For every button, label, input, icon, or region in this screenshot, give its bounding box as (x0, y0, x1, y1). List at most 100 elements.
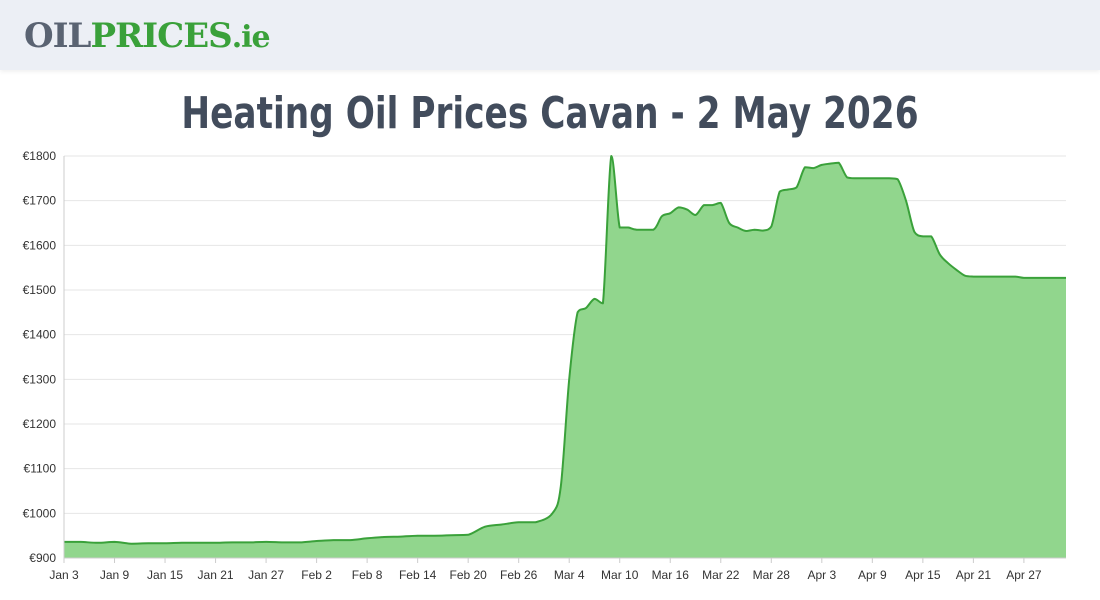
price-point[interactable] (970, 274, 976, 280)
price-point[interactable] (768, 224, 774, 230)
price-point[interactable] (617, 224, 623, 230)
price-point[interactable] (583, 305, 589, 311)
price-point[interactable] (431, 533, 437, 539)
price-point[interactable] (937, 251, 943, 257)
price-point[interactable] (743, 228, 749, 234)
price-point[interactable] (196, 540, 202, 546)
price-point[interactable] (954, 267, 960, 273)
x-tick-label: Feb 8 (352, 568, 383, 582)
x-tick-label: Feb 2 (301, 568, 332, 582)
price-point[interactable] (701, 202, 707, 208)
price-point[interactable] (844, 174, 850, 180)
price-point[interactable] (448, 532, 454, 538)
price-point[interactable] (819, 162, 825, 168)
price-point[interactable] (827, 161, 833, 167)
price-point[interactable] (1004, 274, 1010, 280)
price-point[interactable] (634, 227, 640, 233)
price-point[interactable] (128, 541, 134, 547)
price-point[interactable] (996, 274, 1002, 280)
price-point[interactable] (465, 532, 471, 538)
price-point[interactable] (1038, 275, 1044, 281)
price-point[interactable] (962, 273, 968, 279)
price-series-line[interactable] (63, 155, 1066, 545)
price-point[interactable] (810, 165, 816, 171)
price-point[interactable] (482, 524, 488, 530)
price-point[interactable] (330, 537, 336, 543)
price-point[interactable] (920, 233, 926, 239)
price-point[interactable] (852, 175, 858, 181)
price-point[interactable] (735, 224, 741, 230)
price-point[interactable] (777, 189, 783, 195)
price-point[interactable] (836, 160, 842, 166)
price-point[interactable] (575, 309, 581, 315)
price-point[interactable] (802, 164, 808, 170)
price-point[interactable] (1012, 274, 1018, 280)
price-point[interactable] (398, 534, 404, 540)
price-point[interactable] (145, 540, 151, 546)
price-point[interactable] (112, 539, 118, 545)
price-point[interactable] (945, 260, 951, 266)
price-point[interactable] (263, 539, 269, 545)
site-logo[interactable]: OILPRICES.ie (24, 14, 271, 60)
price-point[interactable] (785, 187, 791, 193)
price-point[interactable] (314, 538, 320, 544)
price-point[interactable] (78, 539, 84, 545)
price-point[interactable] (95, 540, 101, 546)
price-point[interactable] (1021, 275, 1027, 281)
x-axis: Jan 3 Jan 9 Jan 15 Jan 21 Jan 27 Feb 2 Feb 8 Fe… (49, 557, 1066, 582)
price-point[interactable] (903, 198, 909, 204)
price-point[interactable] (684, 207, 690, 213)
price-point[interactable] (381, 534, 387, 540)
price-point[interactable] (364, 535, 370, 541)
price-point[interactable] (600, 300, 606, 306)
price-point[interactable] (751, 227, 757, 233)
price-point[interactable] (979, 274, 985, 280)
price-point[interactable] (886, 175, 892, 181)
y-tick-label: €1500 (23, 283, 57, 297)
price-point[interactable] (861, 175, 867, 181)
price-point[interactable] (659, 213, 665, 219)
price-point[interactable] (869, 175, 875, 181)
x-tick-label: Mar 22 (702, 568, 740, 582)
price-point[interactable] (558, 484, 564, 490)
price-point[interactable] (213, 540, 219, 546)
price-point[interactable] (895, 176, 901, 182)
price-point[interactable] (693, 212, 699, 218)
price-point[interactable] (1046, 275, 1052, 281)
price-point[interactable] (878, 175, 884, 181)
price-point[interactable] (347, 537, 353, 543)
price-point[interactable] (726, 220, 732, 226)
price-point[interactable] (162, 540, 168, 546)
price-point[interactable] (794, 184, 800, 190)
price-point[interactable] (246, 539, 252, 545)
price-point[interactable] (625, 224, 631, 230)
price-point[interactable] (591, 296, 597, 302)
price-point[interactable] (415, 533, 421, 539)
price-point[interactable] (549, 510, 555, 516)
price-point[interactable] (667, 210, 673, 216)
price-point[interactable] (760, 228, 766, 234)
x-tick-label: Apr 15 (905, 568, 941, 582)
price-point[interactable] (179, 540, 185, 546)
logo-part-ie: .ie (231, 20, 271, 55)
price-point[interactable] (566, 376, 572, 382)
price-point[interactable] (650, 227, 656, 233)
price-point[interactable] (1029, 275, 1035, 281)
price-point[interactable] (928, 233, 934, 239)
price-point[interactable] (533, 519, 539, 525)
price-point[interactable] (676, 204, 682, 210)
price-point[interactable] (1055, 275, 1061, 281)
x-tick-label: Apr 21 (956, 568, 992, 582)
price-point[interactable] (516, 519, 522, 525)
price-point[interactable] (911, 229, 917, 235)
price-point[interactable] (709, 202, 715, 208)
chart-gridlines (64, 155, 1066, 559)
price-point[interactable] (499, 522, 505, 528)
price-point[interactable] (297, 539, 303, 545)
price-point[interactable] (608, 153, 614, 159)
price-point[interactable] (1063, 275, 1069, 281)
price-point[interactable] (280, 539, 286, 545)
price-point[interactable] (229, 539, 235, 545)
price-point[interactable] (987, 274, 993, 280)
price-point[interactable] (718, 200, 724, 206)
